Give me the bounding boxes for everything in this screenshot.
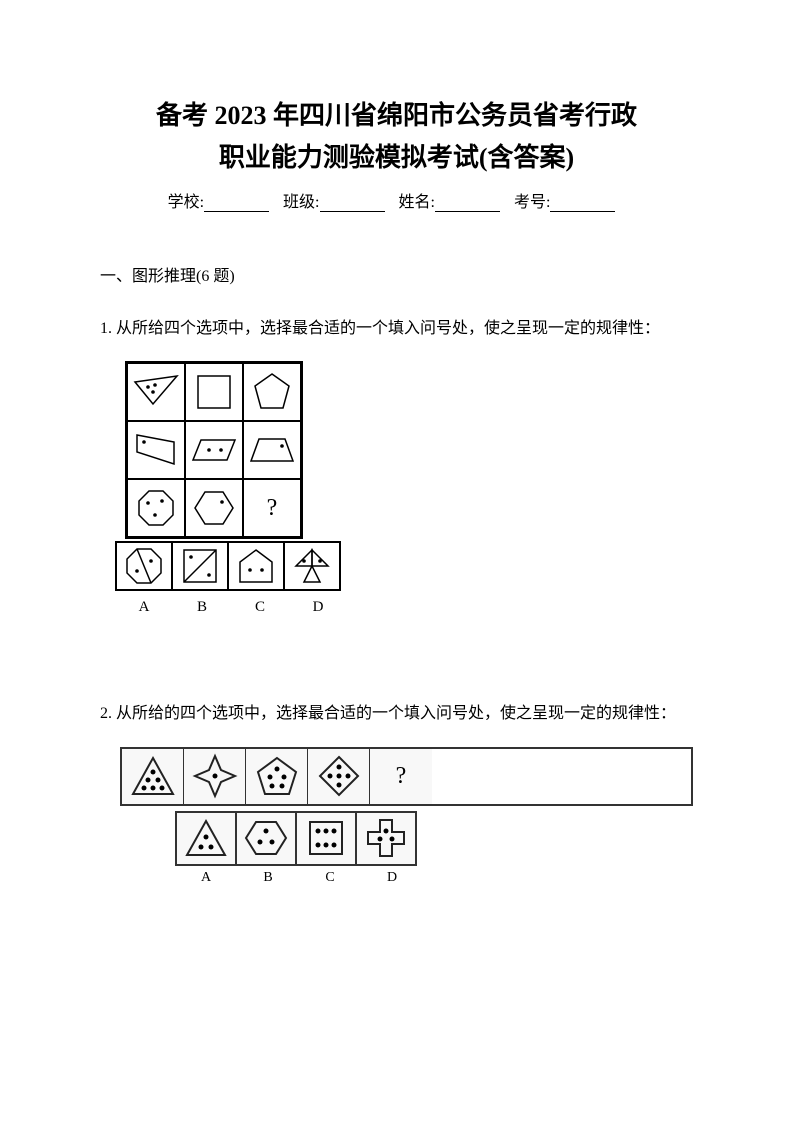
triangle-dots-icon <box>129 754 177 798</box>
q1-cell-0 <box>127 363 185 421</box>
q1-cell-8: ? <box>243 479 301 537</box>
q2-options <box>175 811 693 866</box>
q2-seq-1 <box>184 749 246 804</box>
q2-option-a <box>175 811 237 866</box>
q1-label-b: B <box>173 599 231 616</box>
hexagon3-icon <box>242 816 290 860</box>
q1-cell-3 <box>127 421 185 479</box>
q1-cell-5 <box>243 421 301 479</box>
q1-cell-2 <box>243 363 301 421</box>
star4-icon <box>192 753 238 799</box>
question-2-text: 2. 从所给的四个选项中，选择最合适的一个填入问号处，使之呈现一定的规律性： <box>100 696 693 731</box>
q1-option-a <box>115 541 173 591</box>
q2-seq-4: ? <box>370 749 432 804</box>
q2-seq-3 <box>308 749 370 804</box>
diamond-dots-icon <box>316 753 362 799</box>
triangle3-icon <box>183 817 229 859</box>
q1-label-d: D <box>289 599 347 616</box>
q2-option-c <box>295 811 357 866</box>
q1-option-c <box>227 541 285 591</box>
q1-cell-6 <box>127 479 185 537</box>
examno-label: 考号: <box>514 194 550 211</box>
q1-option-b <box>171 541 229 591</box>
exam-title: 备考 2023 年四川省绵阳市公务员省考行政 职业能力测验模拟考试(含答案) <box>100 95 693 178</box>
school-blank[interactable] <box>204 194 269 212</box>
q2-seq-2 <box>246 749 308 804</box>
quad-icon <box>134 432 178 468</box>
q2-label-a: A <box>175 870 237 886</box>
name-blank[interactable] <box>435 194 500 212</box>
trapezoid-icon <box>249 435 295 465</box>
q1-option-d <box>283 541 341 591</box>
q2-label-d: D <box>361 870 423 886</box>
question-1-text: 1. 从所给四个选项中，选择最合适的一个填入问号处，使之呈现一定的规律性： <box>100 311 693 346</box>
question-mark-icon: ? <box>267 495 278 522</box>
parallelogram-icon <box>191 436 237 464</box>
square-diag-icon <box>180 546 220 586</box>
q1-label-c: C <box>231 599 289 616</box>
q1-cell-4 <box>185 421 243 479</box>
section-header: 一、图形推理(6 题) <box>100 262 693 286</box>
square6-icon <box>305 817 347 859</box>
q1-options <box>115 541 693 591</box>
q2-label-c: C <box>299 870 361 886</box>
q2-puzzle: ? A B C D <box>100 747 693 886</box>
triangle-slice-icon <box>133 374 179 410</box>
class-label: 班级: <box>283 194 319 211</box>
question-mark-icon: ? <box>396 763 407 790</box>
q1-option-labels: A B C D <box>115 599 693 616</box>
q1-puzzle: ? A B C D <box>100 361 693 616</box>
pentagon-dots-icon <box>254 754 300 798</box>
q2-option-labels: A B C D <box>175 870 693 886</box>
q2-sequence: ? <box>120 747 693 806</box>
q1-label-a: A <box>115 599 173 616</box>
q2-seq-0 <box>122 749 184 804</box>
cross3-icon <box>364 816 408 860</box>
q1-grid: ? <box>125 361 303 539</box>
octagon-split-icon <box>123 545 165 587</box>
q2-option-d <box>355 811 417 866</box>
pentagon-house-icon <box>236 546 276 586</box>
title-line1: 备考 2023 年四川省绵阳市公务员省考行政 <box>100 95 693 137</box>
square-icon <box>194 372 234 412</box>
q1-cell-7 <box>185 479 243 537</box>
title-line2: 职业能力测验模拟考试(含答案) <box>100 137 693 179</box>
q1-cell-1 <box>185 363 243 421</box>
pentagon-icon <box>251 371 293 413</box>
student-info-line: 学校: 班级: 姓名: 考号: <box>100 188 693 212</box>
q2-option-b <box>235 811 297 866</box>
class-blank[interactable] <box>320 194 385 212</box>
bowtie-icon <box>290 546 334 586</box>
hexagon-icon <box>193 488 235 528</box>
school-label: 学校: <box>168 194 204 211</box>
examno-blank[interactable] <box>550 194 615 212</box>
q2-label-b: B <box>237 870 299 886</box>
octagon-icon <box>135 487 177 529</box>
name-label: 姓名: <box>399 194 435 211</box>
